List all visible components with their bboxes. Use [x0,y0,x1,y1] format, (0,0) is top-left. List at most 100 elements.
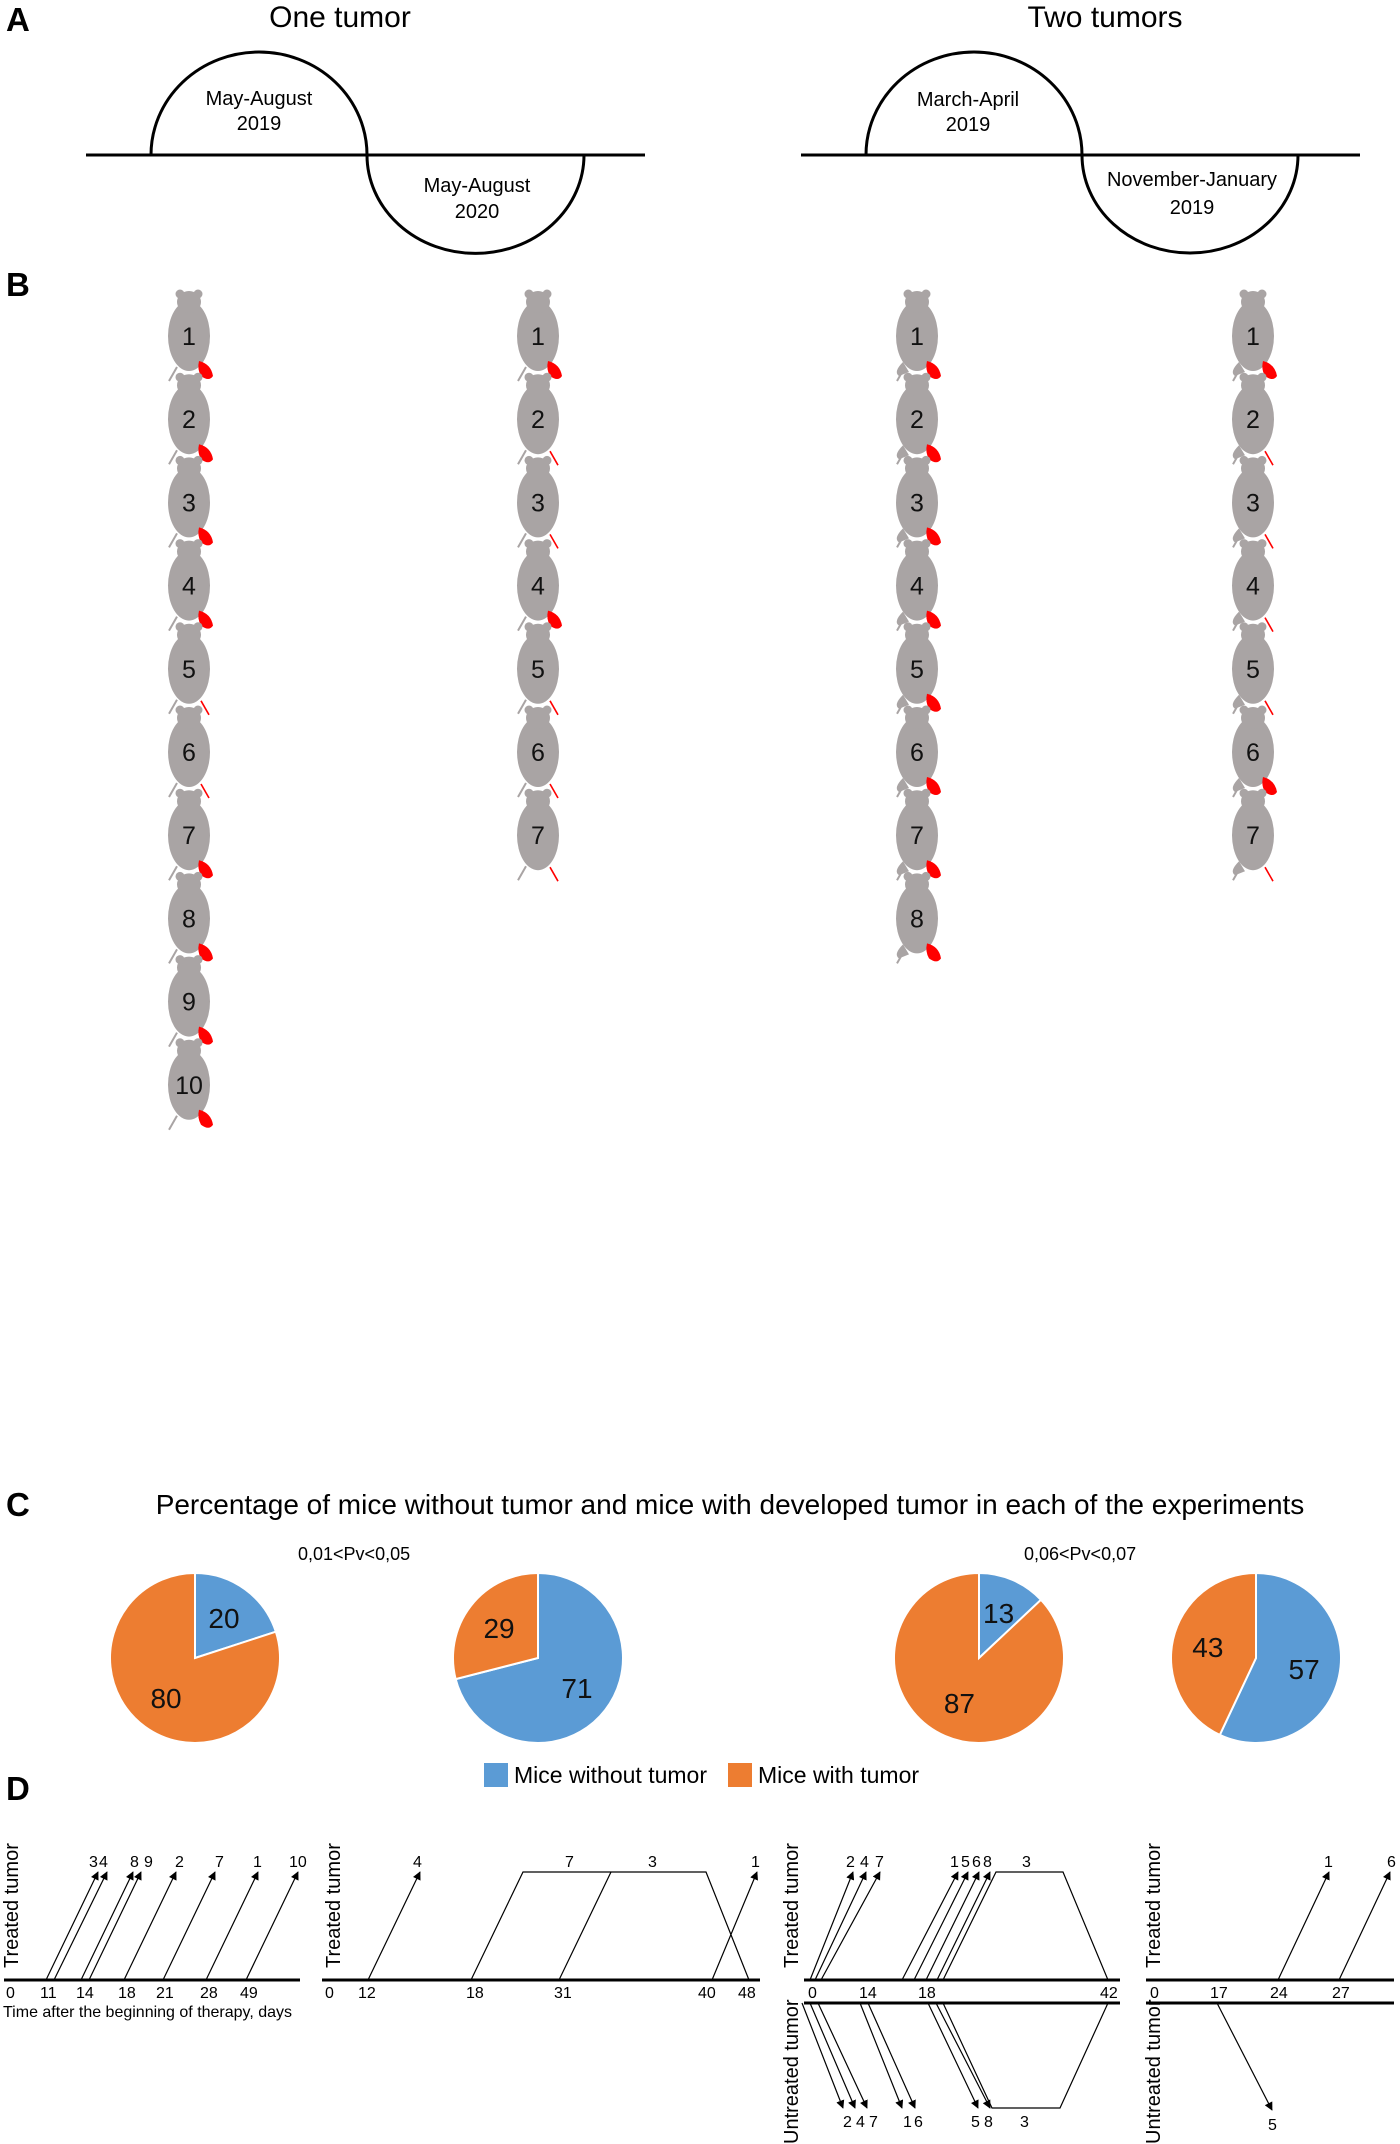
panel-a-one-tumor: One tumor May-August 2019 May-August 202… [86,1,645,255]
mouse-number: 4 [1246,573,1260,601]
tumor-mark [926,610,941,629]
untreated-label-4: 4 [856,2114,865,2131]
tumor-mark [547,361,562,379]
panel-c-title: Percentage of mice without tumor and mic… [156,1489,1305,1520]
mouse-number: 3 [1246,489,1260,517]
untreated-label-2: 2 [843,2114,852,2131]
pie-slice-with-tumor [893,1571,1065,1744]
tick-12: 12 [358,1985,376,2002]
mouse-col1-4: 4 [167,538,213,632]
tick-0: 0 [325,1985,334,2002]
tumor-mark [547,610,562,629]
mouse-col3-6: 6 [895,704,941,798]
tumor-mark [926,860,941,879]
axis-label-untreated-3: Untreated tumor [781,1999,803,2144]
mouse-label-1: 1 [751,1854,760,1871]
tick-0: 0 [6,1985,15,2002]
tick-28: 28 [200,1985,218,2002]
untreated-label-5: 5 [1268,2117,1277,2134]
mouse-col3-4: 4 [895,538,941,632]
panel-a-two-tumors: Two tumors March-April 2019 November-Jan… [801,1,1360,255]
mouse-col2-7: 7 [516,787,560,882]
arc-label-nov-jan-line2: 2019 [1170,197,1215,219]
mouse-number: 10 [175,1072,203,1100]
mouse-col4-4: 4 [1231,538,1275,632]
axis-label-treated-2: Treated tumor [323,1843,345,1968]
pie-slice-without-tumor [1218,1571,1342,1744]
tumor-mark [198,1026,213,1045]
mouse-label-6: 6 [972,1854,981,1871]
mouse-label-6: 6 [1387,1854,1396,1871]
mouse-col3-5: 5 [895,621,941,715]
arc-label-may-aug-2020-line2: 2020 [455,201,500,223]
pie-value-label: 80 [150,1683,181,1714]
timeline-two-tumors-exp1: Treated tumor Untreated tumor 0 14 18 42… [781,1843,1120,2144]
axis-label-treated-1: Treated tumor [1,1843,23,1968]
timeline-two-tumors-exp2: Treated tumor Untreated tumor 0 17 24 27… [1143,1843,1396,2144]
tumor-mark [926,527,941,546]
mouse-col3-3: 3 [895,454,941,549]
tumor-mark [198,860,213,879]
tick-0: 0 [808,1985,817,2002]
mouse-label-5: 5 [961,1854,970,1871]
mouse-number: 5 [910,656,924,684]
tumor-mark [1262,361,1277,379]
mouse-number: 6 [910,739,924,767]
tumor-mark [198,943,213,962]
tumor-mark [198,361,213,379]
mouse-number: 8 [182,905,196,933]
mouse-col1-6: 6 [167,704,211,799]
arc-label-march-april-line2: 2019 [946,114,991,136]
mouse-col4-3: 3 [1231,454,1275,549]
mouse-number: 5 [182,656,196,684]
tumor-mark [926,361,941,379]
pie-slice-with-tumor [109,1571,281,1744]
tumor-mark [198,610,213,629]
mouse-number: 5 [531,656,545,684]
mouse-col4-6: 6 [1231,704,1277,798]
arc-label-nov-jan-line1: November-January [1107,169,1277,191]
tumor-mark [198,444,213,463]
arc-label-may-aug-2019-line1: May-August [206,88,313,110]
mouse-number: 6 [531,739,545,767]
legend-swatch-blue [484,1763,508,1787]
pv-label-two-tumors: 0,06<Pv<0,07 [1024,1544,1136,1564]
tick-18: 18 [118,1985,136,2002]
mouse-number: 2 [1246,406,1260,434]
mouse-label-2: 2 [175,1854,184,1871]
pie-2: 71 29 [452,1571,624,1744]
pie-slice-with-tumor [1170,1571,1257,1737]
mouse-number: 1 [910,323,924,351]
tick-14: 14 [76,1985,94,2002]
mouse-number: 5 [1246,656,1260,684]
tick-49: 49 [240,1985,258,2002]
mouse-label-2: 2 [846,1854,855,1871]
timeline-one-tumor-exp2: Treated tumor 0 12 18 31 40 48 4 7 3 1 [322,1843,760,2002]
untreated-label-5: 5 [971,2114,980,2131]
arc-upper-two [864,50,1084,156]
tick-42: 42 [1100,1985,1118,2002]
mouse-label-1: 1 [950,1854,959,1871]
mouse-label-4: 4 [413,1854,422,1871]
arc-lower-one [365,154,586,255]
pie-value-label: 57 [1289,1654,1320,1685]
tick-11: 11 [40,1985,57,2002]
mouse-label-3: 3 [89,1854,98,1871]
mouse-number: 2 [182,406,196,434]
untreated-label-3: 3 [1020,2114,1029,2131]
pie-4: 57 43 [1170,1571,1342,1744]
pie-slice-without-tumor [194,1571,278,1660]
pie-value-label: 29 [483,1613,514,1644]
mouse-col4-1: 1 [1231,288,1277,382]
tick-31: 31 [554,1985,572,2002]
mouse-col1-1: 1 [167,288,213,382]
panel-letter-a: A [6,1,30,38]
mouse-col2-6: 6 [516,704,560,799]
mouse-col2-1: 1 [516,288,562,382]
tick-48: 48 [738,1985,756,2002]
pie-3: 13 87 [893,1571,1065,1744]
mouse-col2-4: 4 [516,538,562,632]
legend-label-with-tumor: Mice with tumor [758,1762,919,1788]
